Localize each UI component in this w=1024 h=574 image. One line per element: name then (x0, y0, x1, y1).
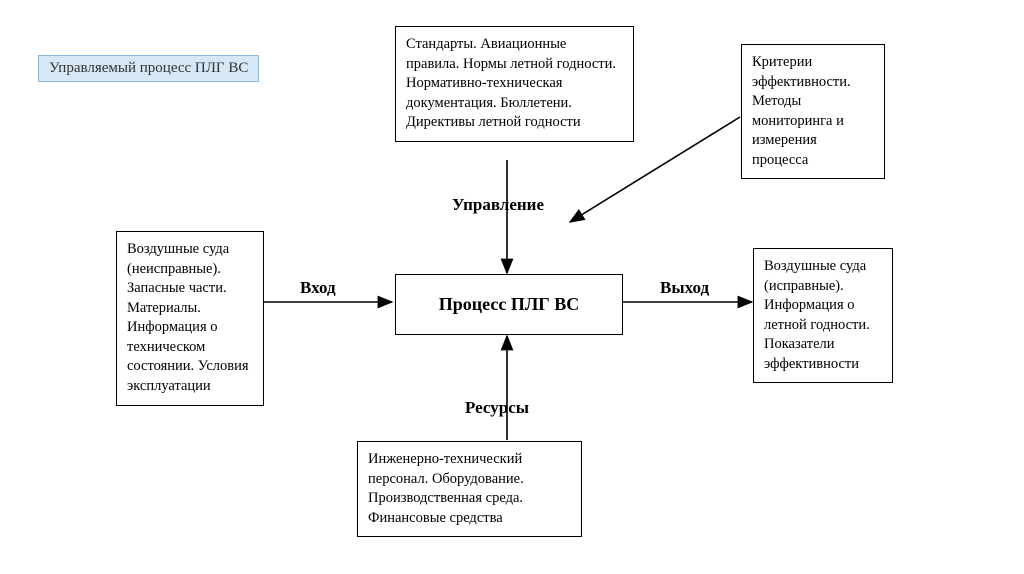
node-center: Процесс ПЛГ ВС (395, 274, 623, 335)
label-input: Вход (300, 278, 336, 298)
label-output: Выход (660, 278, 709, 298)
node-input: Воздушные суда (неисправные). Запасные ч… (116, 231, 264, 406)
node-output: Воздушные суда (исправные). Информация о… (753, 248, 893, 383)
label-control: Управление (452, 195, 544, 215)
node-control: Стандарты. Авиационные правила. Нормы ле… (395, 26, 634, 142)
label-resources: Ресурсы (465, 398, 529, 418)
diagram-title: Управляемый процесс ПЛГ ВС (38, 55, 259, 82)
node-criteria: Критерии эффективности. Методы мониторин… (741, 44, 885, 179)
node-resources: Инженерно-технический персонал. Оборудов… (357, 441, 582, 537)
